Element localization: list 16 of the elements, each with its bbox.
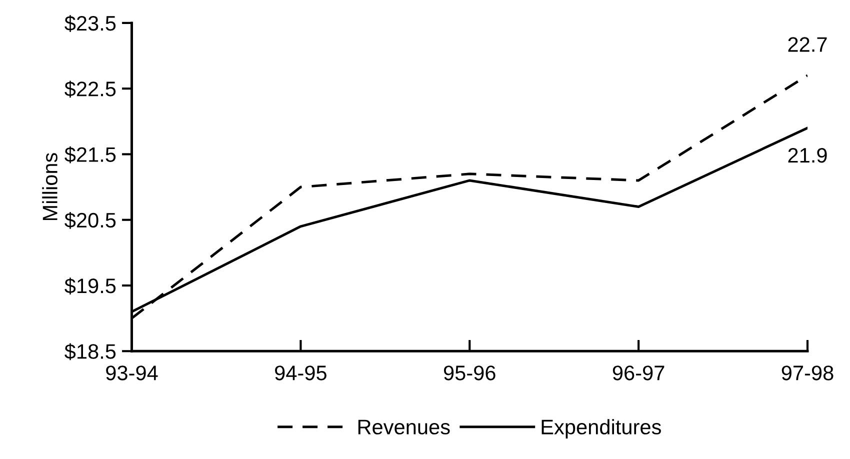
y-tick-label: $21.5 bbox=[64, 146, 116, 164]
legend-label: Expenditures bbox=[542, 419, 661, 439]
y-tick-label: $20.5 bbox=[64, 212, 116, 229]
y-tick-label: $23.5 bbox=[64, 15, 116, 32]
x-tick-label: 95-96 bbox=[444, 366, 496, 380]
y-tick-label: $22.5 bbox=[64, 80, 116, 98]
data-label: 22.7 bbox=[788, 37, 827, 52]
x-tick-label: 94-95 bbox=[275, 366, 326, 380]
y-tick-label: $19.5 bbox=[64, 278, 116, 294]
x-tick-label: 93-94 bbox=[106, 366, 158, 380]
data-label: 21.9 bbox=[788, 148, 827, 163]
legend-label: Revenues bbox=[358, 420, 450, 434]
x-tick-label: 97-98 bbox=[782, 366, 834, 380]
x-tick-label: 96-97 bbox=[612, 366, 664, 380]
y-tick-label: $18.5 bbox=[64, 343, 116, 360]
y-axis-title: Millions bbox=[42, 153, 58, 220]
